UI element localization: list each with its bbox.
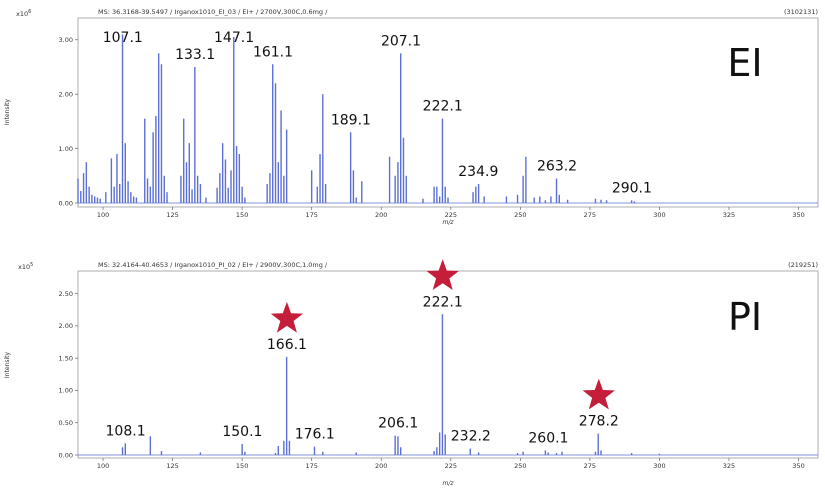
peak-label: 206.1 xyxy=(378,416,418,432)
x-tick-label: 250 xyxy=(514,462,526,470)
peak-label: 234.9 xyxy=(458,164,498,180)
pi-header: MS: 32.4164-40.4653 / Irganox1010_PI_02 … xyxy=(98,261,328,269)
peak-label: 107.1 xyxy=(103,30,143,46)
x-tick-label: 300 xyxy=(653,462,665,470)
x-tick-label: 100 xyxy=(97,462,109,470)
x-tick-label: 275 xyxy=(584,211,596,219)
peak-label: 147.1 xyxy=(214,30,254,46)
y-tick-label: 1.00 xyxy=(59,145,73,153)
peak-label: 161.1 xyxy=(253,44,293,60)
ei-plot-frame xyxy=(77,17,819,208)
y-tick-label: 1.50 xyxy=(59,354,73,362)
peak-label: 189.1 xyxy=(331,112,371,128)
y-tick-label: 2.00 xyxy=(59,322,73,330)
peak-label: 133.1 xyxy=(175,47,215,63)
x-tick-label: 350 xyxy=(792,462,804,470)
x-tick-label: 175 xyxy=(305,211,317,219)
x-tick-label: 125 xyxy=(166,462,178,470)
pi-peak-labels: 108.1 150.1 166.1 176.1 206.1 222.1 232.2 260.1… xyxy=(106,294,619,446)
peak-label: 232.2 xyxy=(451,429,491,445)
pi-y-axis-label: Intensity xyxy=(4,351,11,378)
x-tick-label: 250 xyxy=(514,211,526,219)
x-tick-label: 225 xyxy=(445,462,457,470)
y-tick-label: 1.00 xyxy=(59,387,73,395)
ei-x-axis-label: m/z xyxy=(442,219,454,226)
x-tick-label: 300 xyxy=(653,211,665,219)
y-tick-label: 2.00 xyxy=(59,90,73,98)
y-tick-label: 0.00 xyxy=(59,451,73,459)
peak-label: 263.2 xyxy=(537,159,577,175)
pi-peaks xyxy=(78,314,818,456)
ei-header: MS: 36.3168-39.5497 / Irganox1010_EI_03 … xyxy=(98,8,328,16)
pi-x-axis-label: m/z xyxy=(442,480,454,487)
peak-label: 166.1 xyxy=(267,337,307,353)
x-tick-label: 125 xyxy=(166,211,178,219)
ei-exponent: x106 xyxy=(16,9,31,18)
ei-peaks xyxy=(77,34,818,204)
x-tick-label: 100 xyxy=(97,211,109,219)
ei-panel: MS: 36.3168-39.5497 / Irganox1010_EI_03 … xyxy=(4,8,819,226)
ei-panel-label: EI xyxy=(727,41,762,85)
x-tick-label: 275 xyxy=(584,462,596,470)
ei-y-axis-label: Intensity xyxy=(4,98,11,125)
ei-y-ticks: 0.00 1.00 2.00 3.00 xyxy=(59,36,78,207)
peak-label: 176.1 xyxy=(295,427,335,443)
peak-label: 260.1 xyxy=(528,430,568,446)
x-tick-label: 200 xyxy=(375,211,387,219)
x-tick-label: 200 xyxy=(375,462,387,470)
pi-stars xyxy=(270,259,615,410)
x-tick-label: 175 xyxy=(305,462,317,470)
x-tick-label: 225 xyxy=(445,211,457,219)
pi-count: (219251) xyxy=(788,261,818,269)
peak-label: 150.1 xyxy=(222,424,262,440)
peak-label: 290.1 xyxy=(612,180,652,196)
star-marker xyxy=(270,301,304,333)
x-tick-label: 150 xyxy=(236,211,248,219)
peak-label: 222.1 xyxy=(423,99,463,115)
peak-label: 108.1 xyxy=(106,423,146,439)
y-tick-label: 3.00 xyxy=(59,36,73,44)
pi-y-ticks: 0.00 0.50 1.00 1.50 2.00 2.50 xyxy=(59,290,78,459)
pi-panel-label: PI xyxy=(728,295,762,339)
y-tick-label: 2.50 xyxy=(59,290,73,298)
pi-exponent: x105 xyxy=(18,262,33,271)
pi-panel: MS: 32.4164-40.4653 / Irganox1010_PI_02 … xyxy=(4,259,819,487)
y-tick-label: 0.50 xyxy=(59,419,73,427)
x-tick-label: 350 xyxy=(792,211,804,219)
peak-label: 207.1 xyxy=(381,33,421,49)
x-tick-label: 150 xyxy=(236,462,248,470)
peak-label: 222.1 xyxy=(423,294,463,310)
peak-label: 278.2 xyxy=(579,414,619,430)
ei-count: (3102131) xyxy=(784,8,818,16)
x-tick-label: 325 xyxy=(723,462,735,470)
star-marker xyxy=(426,259,459,290)
x-tick-label: 325 xyxy=(723,211,735,219)
pi-x-ticks: 100 125 150 175 200 225 250 275 300 325 350 xyxy=(97,458,805,470)
y-tick-label: 0.00 xyxy=(59,199,73,207)
star-marker xyxy=(582,378,615,410)
ei-x-ticks: 100 125 150 175 200 225 250 275 300 325 350 xyxy=(97,207,805,219)
